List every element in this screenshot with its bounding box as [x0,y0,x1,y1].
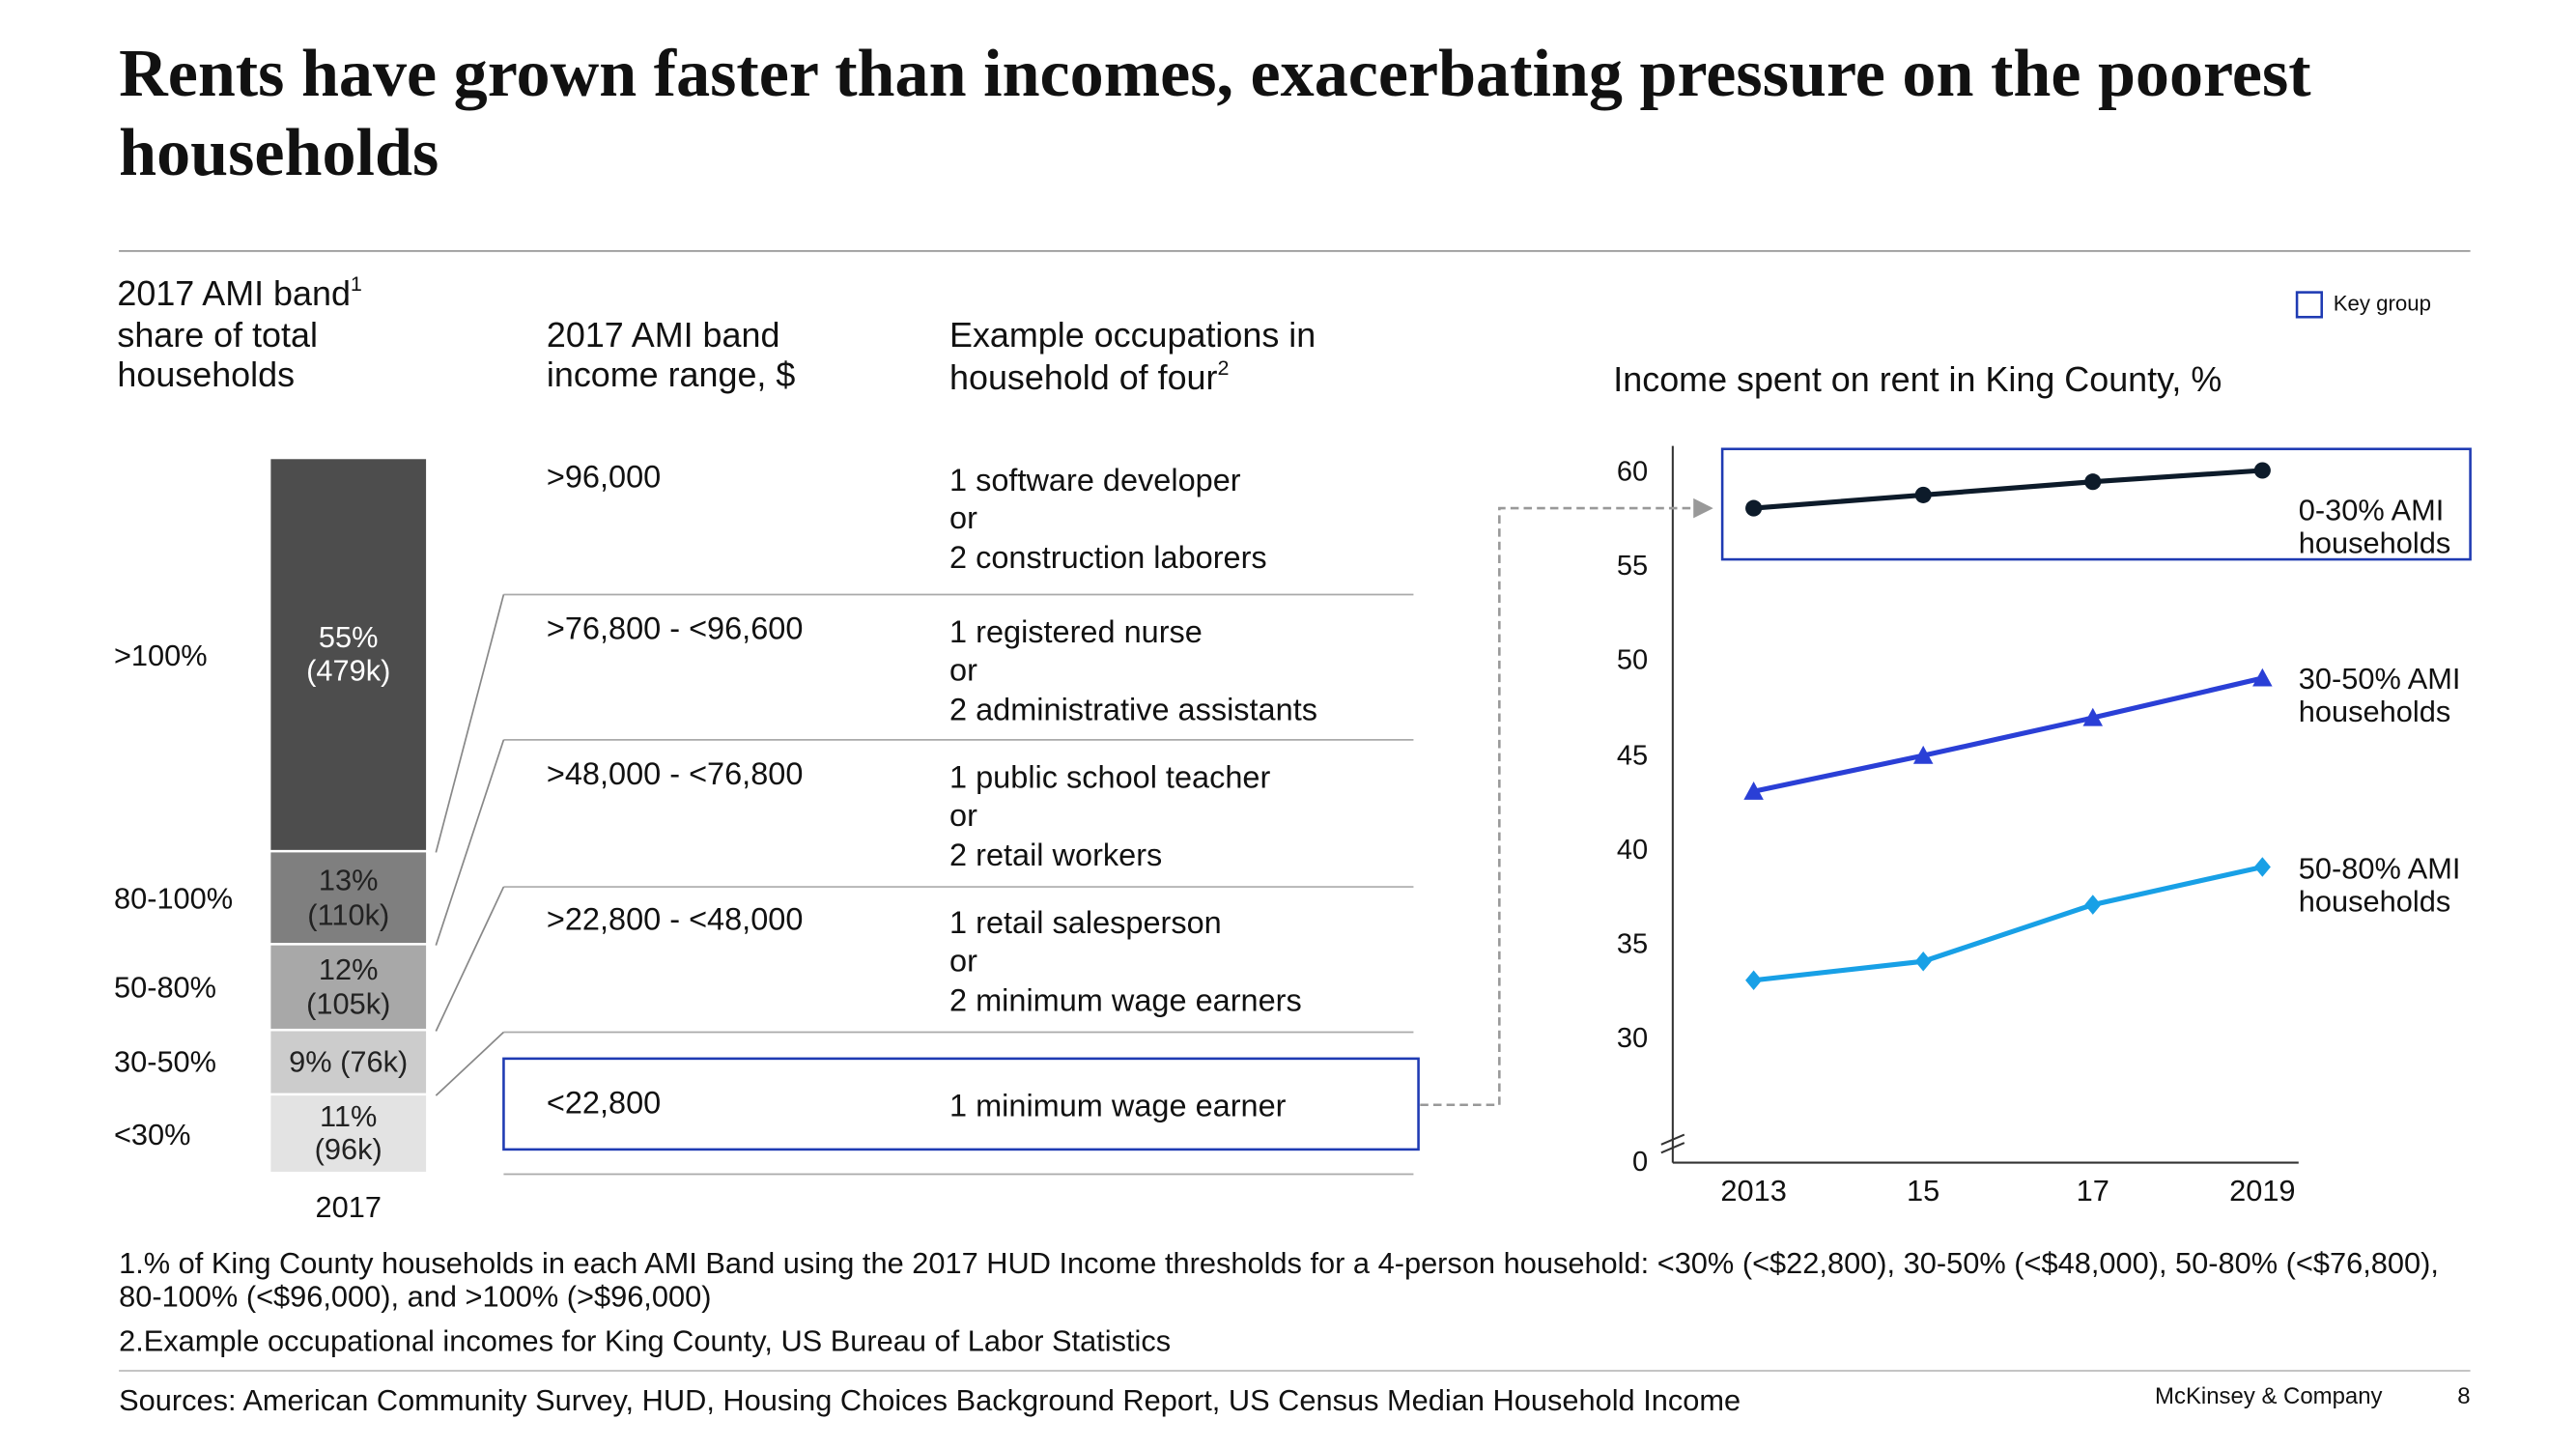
key-group-box [1720,447,2472,561]
marker [1912,745,1934,764]
bar-segment [270,852,427,944]
bar-segment [270,459,427,850]
chart-title: 2017 AMI band1 [117,271,362,314]
occupation: 2 retail workers [949,838,1163,874]
series-label: 0-30% AMI households [2298,493,2451,560]
occupation: 2 minimum wage earners [949,983,1302,1019]
bar-segment [270,945,427,1029]
marker [2084,895,2102,915]
marker [2082,707,2104,726]
occupation: or [949,654,977,690]
highlight-box [502,1057,1420,1151]
data-label: 11% (96k) [314,1099,382,1167]
data-label: 55% (479k) [306,620,391,688]
data-label: 13% (110k) [307,863,390,931]
data-label: 12% (105k) [306,952,391,1020]
data-label: 9% (76k) [289,1045,409,1080]
slide-title: Rents have grown faster than incomes, ex… [119,34,2311,190]
x-tick-label: 2019 [2229,1173,2296,1207]
marker [1745,499,1763,517]
occupation: 2 administrative assistants [949,693,1317,728]
income-range: <22,800 [546,1086,662,1122]
band-label: <30% [113,1117,191,1151]
y-tick-label: 50 [1616,644,1649,677]
page-number: 8 [2457,1381,2471,1409]
link-arrow [1420,497,1713,1107]
x-tick-label: 17 [2076,1173,2109,1207]
band-label: 30-50% [113,1045,217,1080]
key-legend-label: Key group [2333,291,2432,317]
marker [1914,486,1932,503]
income-range: >22,800 - <48,000 [546,903,804,939]
x-tick-label: 2017 [315,1189,382,1224]
y-tick-label: 35 [1616,927,1649,960]
bar-segment [270,1031,427,1094]
marker [1745,970,1763,991]
line [1753,468,2263,511]
footnote-marker: 1 [350,271,362,296]
band-label: >100% [113,638,208,672]
income-range: >48,000 - <76,800 [546,757,804,793]
axis-break [1660,1142,1685,1154]
occupation: 1 retail salesperson [949,906,1222,942]
connector [435,739,505,946]
occupation: 1 minimum wage earner [949,1090,1287,1125]
marker [2084,473,2102,491]
connector [435,1031,505,1096]
x-tick-label: 15 [1907,1173,1940,1207]
income-range: >76,800 - <96,600 [546,612,804,648]
y-tick-label: 55 [1616,550,1649,582]
axis-break [1660,1133,1685,1146]
line [1753,864,2263,983]
occupation: or [949,945,977,980]
column-header: 2017 AMI band income range, $ [546,316,796,395]
occupation: or [949,800,977,836]
y-tick-label: 60 [1616,456,1649,488]
y-tick-label: 40 [1616,834,1649,866]
occupation: or [949,502,977,538]
footnote: 2.Example occupational incomes for King … [119,1323,1172,1357]
marker [2253,462,2271,479]
footnote-marker: 2 [1217,356,1230,381]
y-tick-label: 30 [1616,1022,1649,1054]
marker [2253,857,2271,877]
x-tick-label: 2013 [1720,1173,1787,1207]
marker [1743,781,1764,800]
chart-title: Income spent on rent in King County, % [1613,361,2222,400]
footnote: 1.% of King County households in each AM… [119,1245,2439,1314]
occupation: 2 construction laborers [949,541,1267,577]
series-label: 30-50% AMI households [2298,661,2461,729]
chart-subtitle: share of total households [117,316,318,395]
y-tick-label: 45 [1616,739,1649,771]
y-tick-label: 0 [1632,1146,1649,1179]
band-label: 80-100% [113,881,234,915]
column-header: Example occupations in household of four… [949,316,1316,398]
company: McKinsey & Company [2155,1381,2383,1409]
marker [1914,951,1932,972]
key-legend-swatch [2295,291,2324,319]
bar-segment [270,1095,427,1172]
connector [435,886,505,1032]
source: Sources: American Community Survey, HUD,… [119,1382,1741,1417]
marker [2252,668,2273,687]
occupation: 1 public school teacher [949,761,1271,796]
income-range: >96,000 [546,460,662,496]
connector [435,594,505,853]
occupation: 1 software developer [949,464,1241,499]
occupation: 1 registered nurse [949,615,1203,651]
band-label: 50-80% [113,971,217,1005]
line [1753,675,2263,794]
series-label: 50-80% AMI households [2298,851,2461,919]
